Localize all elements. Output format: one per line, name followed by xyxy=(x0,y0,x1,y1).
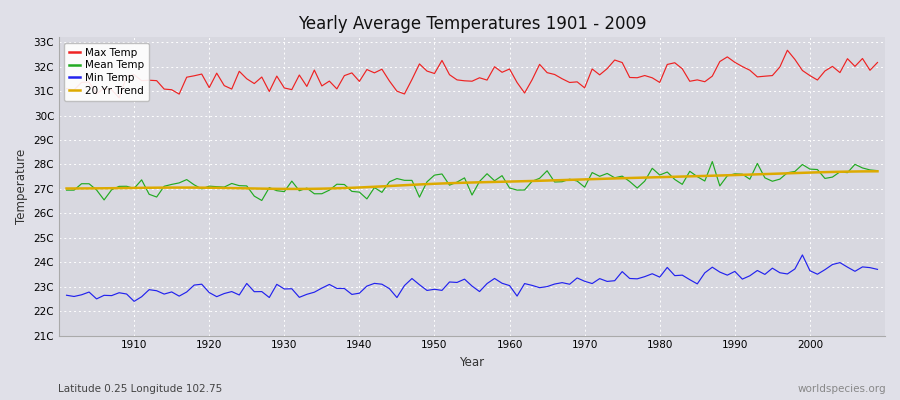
Text: worldspecies.org: worldspecies.org xyxy=(798,384,886,394)
Legend: Max Temp, Mean Temp, Min Temp, 20 Yr Trend: Max Temp, Mean Temp, Min Temp, 20 Yr Tre… xyxy=(64,42,149,101)
Text: Latitude 0.25 Longitude 102.75: Latitude 0.25 Longitude 102.75 xyxy=(58,384,223,394)
Title: Yearly Average Temperatures 1901 - 2009: Yearly Average Temperatures 1901 - 2009 xyxy=(298,15,646,33)
X-axis label: Year: Year xyxy=(460,356,484,369)
Y-axis label: Temperature: Temperature xyxy=(15,149,28,224)
